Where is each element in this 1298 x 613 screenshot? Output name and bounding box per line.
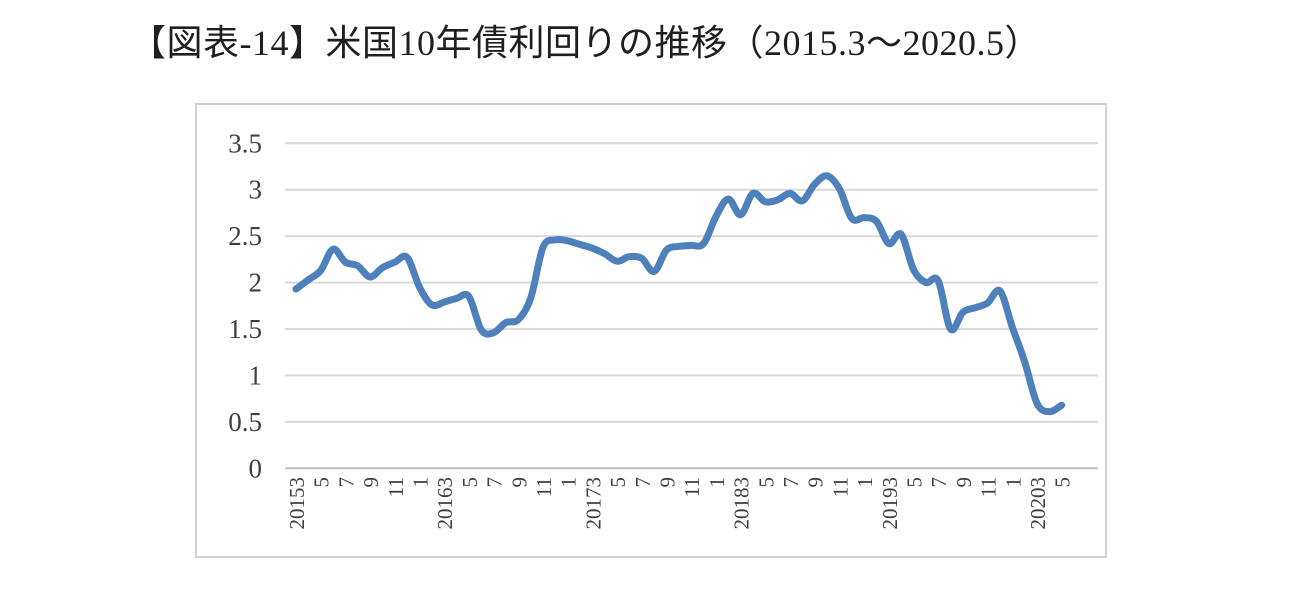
x-axis-tick-label: 5 — [606, 477, 630, 488]
x-axis-tick-label: 5 — [458, 477, 482, 488]
x-axis-tick-label: 7 — [631, 477, 655, 488]
x-axis-tick-label: 9 — [656, 477, 680, 488]
y-axis-tick-label: 2 — [249, 268, 263, 298]
x-axis-tick-label: 1 — [1001, 477, 1025, 488]
x-axis-tick-label: 7 — [927, 477, 951, 488]
y-axis-tick-label: 0 — [249, 453, 263, 483]
yield-line-series — [292, 172, 1066, 416]
x-axis-tick-label: 20203 — [1026, 477, 1050, 530]
x-axis-tick-label: 1 — [853, 477, 877, 488]
x-axis-tick-label: 11 — [384, 477, 408, 497]
chart-title: 【図表-14】米国10年債利回りの推移（2015.3～2020.5） — [130, 23, 1041, 63]
x-axis-tick-label: 7 — [334, 477, 358, 488]
x-axis-tick-label: 5 — [903, 477, 927, 488]
x-axis-tick-label: 11 — [532, 477, 556, 497]
x-axis-tick-label: 20153 — [285, 477, 309, 530]
x-axis-tick-label: 7 — [779, 477, 803, 488]
y-axis-tick-label: 3 — [249, 175, 263, 205]
y-axis-tick-label: 2.5 — [228, 221, 262, 251]
x-axis-tick-label: 20163 — [433, 477, 457, 530]
x-axis-tick-label: 1 — [705, 477, 729, 488]
x-axis-tick-label: 1 — [409, 477, 433, 488]
x-axis-tick-label: 9 — [804, 477, 828, 488]
x-axis-tick-label: 5 — [310, 477, 334, 488]
x-axis-tick-label: 5 — [1051, 477, 1075, 488]
x-axis-tick-label: 20173 — [581, 477, 605, 530]
y-axis-tick-label: 1.5 — [228, 314, 262, 344]
y-axis-tick-label: 1 — [249, 360, 263, 390]
chart-frame: 3.5 3 2.5 2 1.5 1 0.5 0 20153 5 7 9 11 1 20163 5 7 9 11 1 20… — [195, 103, 1107, 558]
x-axis-tick-label: 9 — [359, 477, 383, 488]
x-axis-tick-label: 20183 — [730, 477, 754, 530]
x-axis-tick-label: 5 — [754, 477, 778, 488]
x-axis-tick-label: 11 — [828, 477, 852, 497]
y-axis-tick-label: 3.5 — [228, 128, 262, 158]
x-axis-tick-label: 9 — [952, 477, 976, 488]
x-axis-tick-label: 11 — [977, 477, 1001, 497]
y-axis-tick-label: 0.5 — [228, 407, 262, 437]
x-axis-tick-label: 9 — [507, 477, 531, 488]
x-axis-tick-label: 1 — [557, 477, 581, 488]
x-axis-tick-label: 11 — [680, 477, 704, 497]
x-axis-tick-label: 20193 — [878, 477, 902, 530]
x-axis-tick-label: 7 — [483, 477, 507, 488]
